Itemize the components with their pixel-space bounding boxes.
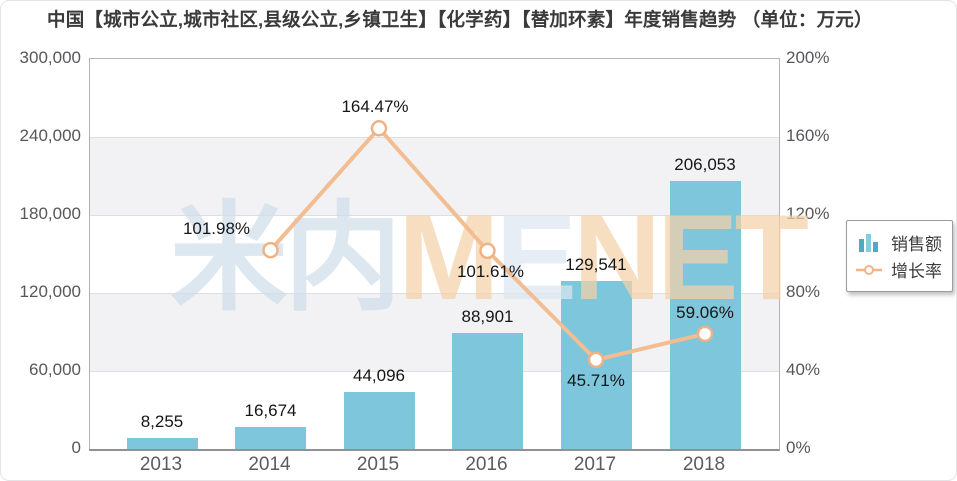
legend-label-growth: 增长率	[891, 262, 942, 281]
chart-title: 中国【城市公立,城市社区,县级公立,乡镇卫生】【化学药】【替加环素】年度销售趋势…	[47, 9, 873, 30]
growth-line	[262, 120, 714, 369]
line-chart-icon	[856, 263, 882, 277]
right-axis-tick: 80%	[786, 282, 821, 301]
growth-point-2018[interactable]	[696, 325, 714, 343]
bar-2013[interactable]	[126, 438, 198, 449]
left-axis-tick: 180,000	[19, 204, 81, 223]
x-axis-label-2017: 2017	[573, 454, 617, 475]
x-axis-label-2016: 2016	[465, 454, 508, 475]
gridline	[90, 137, 779, 138]
right-axis-tick: 200%	[786, 48, 830, 67]
left-axis-tick: 120,000	[19, 282, 81, 301]
legend-item-growth[interactable]: 增长率	[856, 256, 942, 283]
right-axis-tick: 120%	[786, 204, 830, 223]
gridline	[90, 371, 779, 372]
growth-label-2014: 101.98%	[182, 219, 251, 239]
legend: 销售额 增长率	[846, 220, 953, 292]
x-axis-label-2013: 2013	[139, 454, 183, 475]
bar-2015[interactable]	[343, 391, 415, 449]
gridline	[90, 293, 779, 294]
bar-2016[interactable]	[452, 333, 523, 449]
growth-label-2018: 59.06%	[676, 302, 734, 322]
growth-point-2015[interactable]	[370, 120, 388, 137]
x-axis-label-2018: 2018	[682, 454, 726, 475]
plot-area: 米内MENET 8,255 16,674 44,096 88,901 129,541 20…	[89, 58, 809, 451]
growth-label-2017: 45.71%	[567, 370, 625, 390]
growth-point-2014[interactable]	[262, 241, 279, 259]
bar-value-label-2015: 44,096	[353, 365, 405, 385]
legend-label-sales: 销售额	[891, 235, 942, 254]
right-axis-tick: 40%	[786, 360, 821, 379]
right-axis-tick: 160%	[786, 126, 830, 145]
growth-point-2017[interactable]	[587, 351, 605, 369]
left-axis-tick: 300,000	[19, 48, 81, 67]
gridline	[90, 215, 779, 216]
bar-2014[interactable]	[235, 427, 306, 449]
growth-label-2015: 164.47%	[341, 97, 409, 117]
bar-value-label-2016: 88,901	[461, 307, 514, 327]
right-axis-tick: 0%	[786, 438, 811, 457]
growth-point-2016[interactable]	[479, 242, 496, 260]
bar-value-label-2017: 129,541	[565, 254, 627, 274]
legend-item-sales[interactable]: 销售额	[856, 229, 942, 256]
left-axis-tick: 60,000	[29, 360, 81, 379]
left-axis-tick: 0	[71, 438, 81, 457]
bar-value-label-2018: 206,053	[674, 155, 736, 175]
left-axis-tick: 240,000	[19, 126, 81, 145]
x-axis-label-2014: 2014	[248, 454, 291, 475]
bar-2018[interactable]	[669, 181, 741, 449]
x-axis-label-2015: 2015	[356, 454, 400, 475]
bar-value-label-2014: 16,674	[244, 401, 297, 421]
growth-label-2016: 101.61%	[456, 261, 525, 281]
bar-value-label-2013: 8,255	[140, 412, 184, 432]
bar-chart-icon	[856, 233, 882, 252]
